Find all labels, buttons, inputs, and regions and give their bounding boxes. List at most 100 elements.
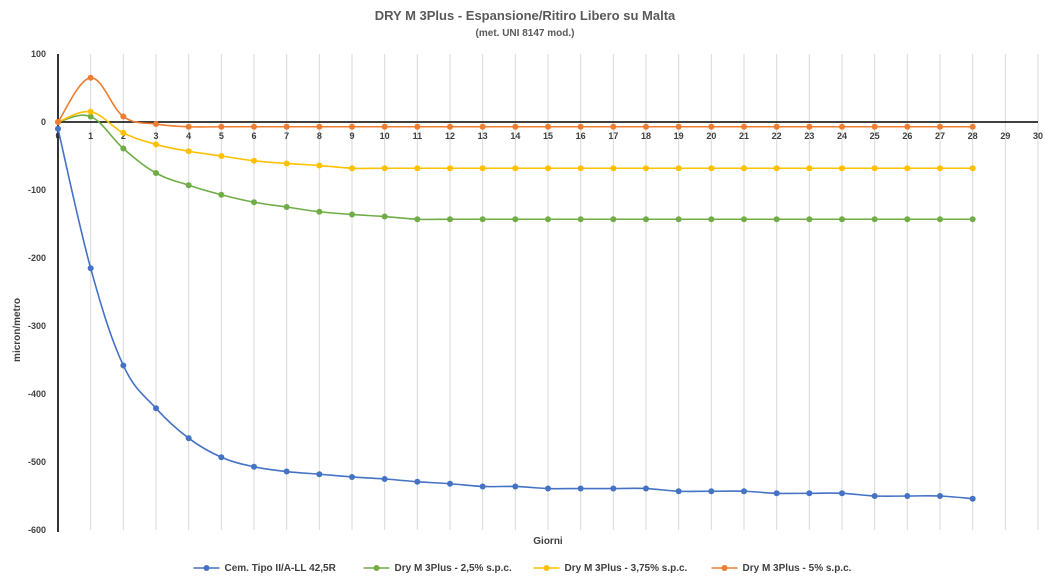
series-4-point [479, 123, 486, 130]
series-3-point [349, 165, 355, 172]
y-tick-label: -600 [28, 525, 46, 535]
series-3-point [87, 108, 94, 115]
series-4-point [447, 123, 453, 130]
series-3-point [643, 165, 649, 172]
series-2-point [512, 216, 519, 223]
series-2-point [577, 216, 584, 223]
legend: Cem. Tipo II/A-LL 42,5R Dry M 3Plus - 2,5… [193, 563, 852, 574]
series-3-point [937, 165, 943, 172]
series-3-point [871, 165, 878, 172]
legend-label: Cem. Tipo II/A-LL 42,5R [225, 563, 337, 574]
series-3-point [120, 129, 127, 136]
x-tick-label: 8 [317, 131, 322, 141]
x-tick-label: 24 [837, 131, 847, 141]
series-3-point [381, 165, 388, 172]
series-3-point [512, 165, 519, 172]
series-4-point [414, 123, 421, 130]
series-4-point [185, 123, 192, 130]
series-1-point [87, 265, 94, 272]
series-3-point [479, 165, 486, 172]
series-4-point [87, 74, 94, 81]
series-2-point [708, 216, 715, 223]
series-1-point [806, 490, 813, 497]
series-1-point [545, 485, 551, 492]
series-4-point [316, 123, 323, 130]
series-3-point [969, 165, 976, 172]
series-2-point [839, 216, 845, 223]
series-1-point [479, 483, 486, 490]
series-1-point [316, 471, 323, 478]
series-3-point [839, 165, 845, 172]
series-2-point [349, 211, 355, 218]
series-1-point [414, 478, 421, 485]
y-tick-label: -300 [28, 321, 46, 331]
x-tick-label: 14 [510, 131, 520, 141]
y-tick-label: -400 [28, 389, 46, 399]
x-tick-label: 30 [1033, 131, 1043, 141]
series-1-point [969, 495, 976, 502]
series-1-point [381, 476, 388, 482]
series-4-point [381, 123, 388, 130]
series-3-point [904, 165, 911, 172]
series-2-point [871, 216, 878, 223]
series-4-point [577, 123, 584, 130]
series-2-point [773, 216, 780, 223]
series-2-point [675, 216, 682, 223]
series-3-point [675, 165, 682, 172]
series-4-point [643, 123, 649, 130]
series-4-point [871, 123, 878, 130]
axes [57, 54, 1038, 532]
x-tick-label: 21 [739, 131, 749, 141]
y-tick-label: 100 [31, 49, 46, 59]
y-tick-label: -500 [28, 457, 46, 467]
series-4-point [741, 123, 747, 130]
x-tick-label: 22 [772, 131, 782, 141]
series-1-point [839, 490, 845, 497]
series-1-point [675, 488, 682, 495]
series-1-point [447, 480, 453, 487]
grid-lines [90, 54, 1039, 530]
legend-swatch-marker [543, 565, 550, 571]
series-1-point [937, 493, 943, 499]
series-1-point [871, 493, 878, 499]
series-4-point [283, 123, 290, 130]
legend-label: Dry M 3Plus - 3,75% s.p.c. [565, 563, 688, 574]
x-tick-label: 6 [251, 131, 256, 141]
x-tick-label: 12 [445, 131, 455, 141]
x-tick-label: 20 [706, 131, 716, 141]
series-2-point [283, 204, 290, 210]
x-tick-label: 28 [968, 131, 978, 141]
x-tick-label: 29 [1000, 131, 1010, 141]
series-3-point [414, 165, 421, 172]
series-1-point [512, 483, 519, 490]
series-2-point [643, 216, 649, 223]
series-4-point [839, 123, 845, 130]
x-tick-label: 7 [284, 131, 289, 141]
series-4-point [545, 123, 551, 130]
x-tick-label: 17 [608, 131, 618, 141]
series-2-point [610, 216, 617, 223]
series-3-point [577, 165, 584, 172]
series-4-point [218, 123, 225, 130]
series-2-point [251, 199, 257, 206]
series-2-point [414, 216, 421, 223]
x-tick-label: 23 [804, 131, 814, 141]
series-3-point [773, 165, 780, 172]
series-2-point [87, 113, 94, 120]
series-1-point [741, 488, 747, 495]
x-tick-label: 0 [55, 131, 60, 141]
series-2-point [969, 216, 976, 223]
series-1-point [120, 362, 127, 369]
series-1-point [153, 405, 159, 412]
x-tick-label: 18 [641, 131, 651, 141]
y-axis-title: micron/metro [12, 298, 23, 362]
legend-swatch-marker [721, 565, 728, 571]
series-2-point [741, 216, 747, 223]
series-1-point [610, 485, 617, 492]
series-2-point [185, 182, 192, 189]
series-2-point [316, 208, 323, 215]
series-4-point [512, 123, 519, 130]
series-2-point [904, 216, 911, 223]
series-4-point [675, 123, 682, 130]
